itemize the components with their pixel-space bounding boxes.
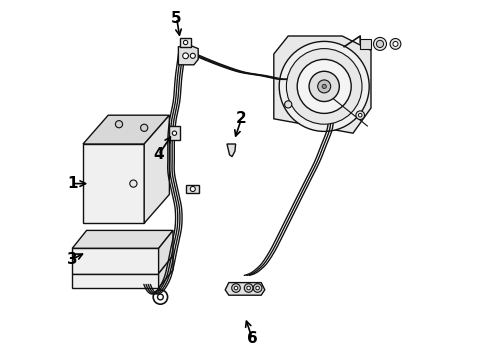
Polygon shape (159, 230, 173, 274)
Circle shape (256, 286, 259, 290)
Text: 1: 1 (67, 176, 77, 191)
Circle shape (297, 59, 351, 113)
Circle shape (234, 286, 238, 290)
Polygon shape (72, 230, 173, 248)
Text: 3: 3 (67, 252, 77, 267)
Circle shape (376, 40, 384, 48)
Polygon shape (72, 248, 159, 274)
Circle shape (356, 111, 365, 120)
Polygon shape (186, 185, 199, 193)
Circle shape (390, 39, 401, 49)
Circle shape (285, 101, 292, 108)
Circle shape (232, 284, 240, 292)
Circle shape (130, 180, 137, 187)
Polygon shape (180, 38, 191, 47)
Circle shape (116, 121, 122, 128)
Circle shape (253, 284, 262, 292)
Circle shape (393, 41, 398, 46)
Text: 2: 2 (236, 111, 247, 126)
Polygon shape (227, 144, 236, 157)
Polygon shape (72, 274, 159, 288)
Circle shape (141, 124, 148, 131)
Circle shape (190, 53, 196, 58)
Circle shape (190, 186, 196, 192)
Circle shape (373, 37, 387, 50)
Circle shape (247, 286, 250, 290)
Circle shape (183, 53, 189, 59)
Circle shape (279, 41, 369, 131)
Polygon shape (83, 115, 170, 144)
Polygon shape (178, 45, 198, 65)
Circle shape (318, 80, 331, 93)
Circle shape (286, 49, 362, 124)
Polygon shape (360, 39, 371, 49)
Circle shape (172, 131, 176, 135)
Polygon shape (225, 283, 265, 295)
Circle shape (322, 84, 326, 89)
Circle shape (245, 284, 253, 292)
Polygon shape (274, 36, 371, 133)
Circle shape (358, 113, 362, 117)
Polygon shape (83, 144, 144, 223)
Text: 5: 5 (172, 10, 182, 26)
Polygon shape (159, 256, 173, 288)
Polygon shape (169, 126, 180, 140)
Circle shape (309, 71, 339, 102)
Text: 4: 4 (153, 147, 164, 162)
Text: 6: 6 (247, 331, 258, 346)
Circle shape (183, 40, 188, 45)
Polygon shape (144, 115, 170, 223)
